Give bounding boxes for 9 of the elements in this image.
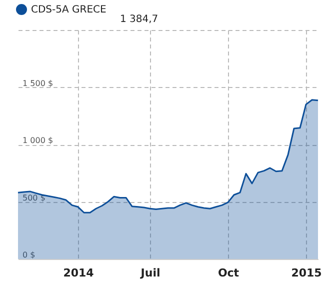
legend-label: CDS-5A GRECE (31, 4, 106, 16)
x-tick-label: Oct (218, 266, 240, 280)
y-tick-label: 1 000 $ (22, 136, 54, 145)
x-tick-label: Juil (140, 266, 160, 280)
y-tick-label: 0 $ (22, 250, 36, 260)
x-tick-label: 2014 (63, 266, 94, 280)
text: 1 384,7 (120, 14, 158, 25)
y-tick-label: 1 500 $ (22, 78, 54, 88)
x-tick-label: 2015 (291, 266, 322, 280)
